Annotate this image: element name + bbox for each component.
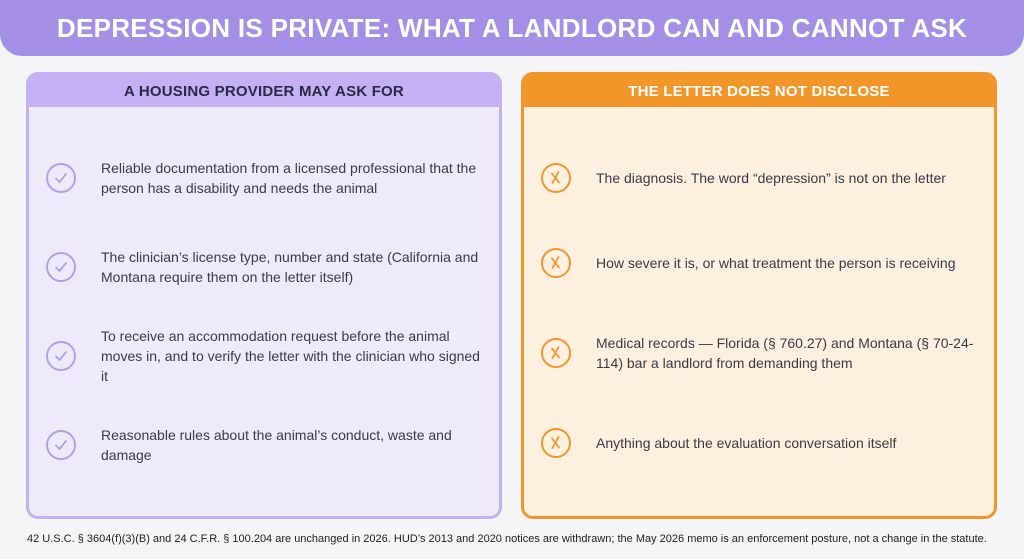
list-item: The clinician’s license type, number and… — [45, 237, 483, 297]
footnote: 42 U.S.C. § 3604(f)(3)(B) and 24 C.F.R. … — [27, 533, 987, 545]
list-item: Medical records — Florida (§ 760.27) and… — [540, 323, 978, 383]
cross-icon — [541, 338, 571, 368]
item-text: How severe it is, or what treatment the … — [596, 255, 956, 271]
item-text: Anything about the evaluation conversati… — [596, 435, 897, 451]
cross-icon — [541, 163, 571, 193]
list-item: Reliable documentation from a licensed p… — [45, 148, 483, 208]
item-list: Reliable documentation from a licensed p… — [29, 107, 499, 516]
check-icon — [46, 341, 76, 371]
title: DEPRESSION IS PRIVATE: WHAT A LANDLORD C… — [56, 12, 968, 43]
not-disclosed-panel: THE LETTER DOES NOT DISCLOSE The diagnos… — [521, 72, 997, 519]
check-icon — [46, 430, 76, 460]
list-item: The diagnosis. The word “depression” is … — [540, 148, 978, 208]
header: DEPRESSION IS PRIVATE: WHAT A LANDLORD C… — [0, 0, 1024, 56]
item-text: Medical records — Florida (§ 760.27) and… — [596, 335, 974, 371]
cross-icon — [541, 428, 571, 458]
may-ask-panel: A HOUSING PROVIDER MAY ASK FOR Reliable … — [26, 72, 502, 519]
check-icon — [46, 252, 76, 282]
list-item: How severe it is, or what treatment the … — [540, 233, 978, 293]
check-icon — [46, 163, 76, 193]
item-list: The diagnosis. The word “depression” is … — [524, 107, 994, 516]
item-text: The clinician’s license type, number and… — [101, 249, 479, 285]
list-item: Anything about the evaluation conversati… — [540, 413, 978, 473]
item-text: Reliable documentation from a licensed p… — [101, 160, 477, 196]
item-text: The diagnosis. The word “depression” is … — [596, 170, 946, 186]
item-text: Reasonable rules about the animal’s cond… — [101, 427, 452, 463]
list-item: To receive an accommodation request befo… — [45, 326, 483, 386]
item-text: To receive an accommodation request befo… — [101, 328, 480, 384]
list-item: Reasonable rules about the animal’s cond… — [45, 415, 483, 475]
panel-title: THE LETTER DOES NOT DISCLOSE — [524, 75, 994, 107]
cross-icon — [541, 248, 571, 278]
panel-title: A HOUSING PROVIDER MAY ASK FOR — [29, 75, 499, 107]
